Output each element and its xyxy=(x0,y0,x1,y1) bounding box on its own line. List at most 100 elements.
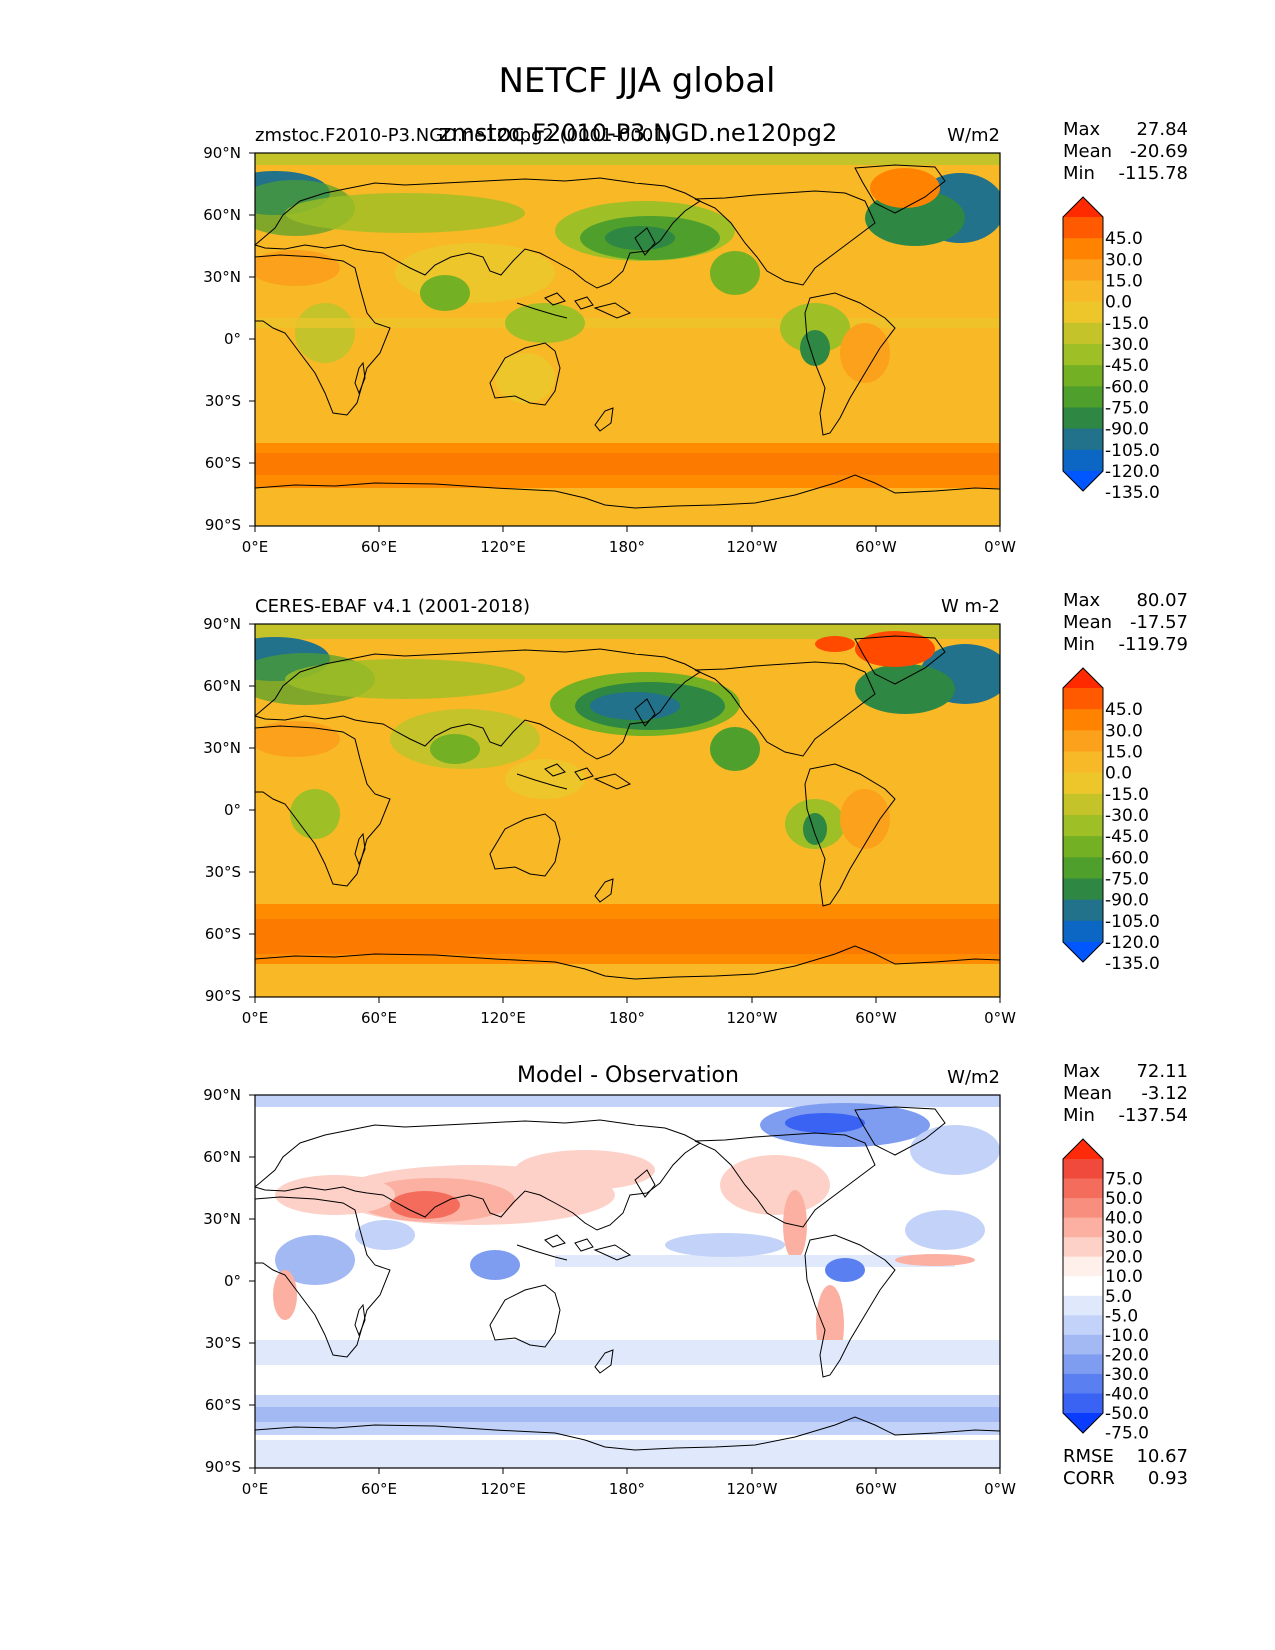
colorbar-segment xyxy=(1063,815,1103,837)
rmse-corr-block: RMSE 10.67 CORR 0.93 xyxy=(1063,1446,1188,1489)
colorbar-tick-label: -30.0 xyxy=(1105,1365,1149,1385)
lon-axis: 0°E 60°E 120°E 180° 120°W 60°W 0°W xyxy=(242,1480,1016,1498)
colorbar-tick-label: -10.0 xyxy=(1105,1326,1149,1346)
lat-tick: 30°N xyxy=(203,739,241,757)
stat-label: Min xyxy=(1063,163,1095,184)
colorbar-tick-label: 40.0 xyxy=(1105,1209,1143,1229)
colorbar-tick-label: -15.0 xyxy=(1105,785,1149,805)
map-obs xyxy=(255,624,1000,997)
colorbar-segment xyxy=(1063,1256,1103,1277)
lat-axis: 90°N 60°N 30°N 0° 30°S 60°S 90°S xyxy=(203,144,241,534)
panel-diff: Model - Observation W/m2 90°N 60°N 30°N … xyxy=(203,1061,1188,1498)
colorbar-tick-label: -20.0 xyxy=(1105,1345,1149,1365)
colorbar-segment xyxy=(1063,1354,1103,1375)
stat-value: -17.57 xyxy=(1130,612,1188,633)
stats-block: Max 72.11 Mean -3.12 Min -137.54 xyxy=(1063,1061,1188,1126)
stat-value: 27.84 xyxy=(1136,119,1188,140)
stat-label: Mean xyxy=(1063,612,1112,633)
panel-center-title: Model - Observation xyxy=(517,1063,739,1088)
stat-label: RMSE xyxy=(1063,1446,1114,1467)
colorbar-tick-label: -30.0 xyxy=(1105,335,1149,355)
colorbar-tick-label: 30.0 xyxy=(1105,1228,1143,1248)
colorbar-segment xyxy=(1063,772,1103,795)
colorbar-extend-max xyxy=(1063,1139,1103,1159)
lon-tick: 120°E xyxy=(480,538,526,556)
stat-label: Min xyxy=(1063,634,1095,655)
colorbar-tick-label: -135.0 xyxy=(1105,954,1160,974)
colorbar-tick-label: -75.0 xyxy=(1105,399,1149,419)
colorbar-tick-label: -45.0 xyxy=(1105,827,1149,847)
colorbar-segment xyxy=(1063,1198,1103,1219)
lon-tick: 120°W xyxy=(727,538,778,556)
colorbar-segment xyxy=(1063,428,1103,451)
colorbar-tick-label: 45.0 xyxy=(1105,700,1143,720)
lon-tick: 0°W xyxy=(984,1480,1016,1498)
lat-tick: 0° xyxy=(224,801,241,819)
colorbar-tick-label: 30.0 xyxy=(1105,721,1143,741)
colorbar-tick-label: -50.0 xyxy=(1105,1404,1149,1424)
panel-units: W m-2 xyxy=(941,596,1000,617)
lat-tick: 30°S xyxy=(205,863,241,881)
colorbar-tick-label: -5.0 xyxy=(1105,1306,1138,1326)
colorbar-segment xyxy=(1063,301,1103,324)
colorbar-segment xyxy=(1063,1373,1103,1394)
colorbar: 45.030.015.00.0-15.0-30.0-45.0-60.0-75.0… xyxy=(1062,196,1160,503)
colorbar-tick-label: 50.0 xyxy=(1105,1189,1143,1209)
tick-marks xyxy=(249,1094,1001,1474)
colorbar-segment xyxy=(1063,1334,1103,1355)
colorbar-extend-min xyxy=(1063,1413,1103,1433)
colorbar-segment xyxy=(1063,1159,1103,1180)
colorbar-extend-min xyxy=(1063,942,1103,962)
lon-tick: 0°W xyxy=(984,1009,1016,1027)
colorbar-segment xyxy=(1063,1217,1103,1238)
colorbar-segment xyxy=(1063,344,1103,366)
lon-tick: 0°E xyxy=(242,1480,269,1498)
tick-marks xyxy=(249,152,1001,532)
lat-tick: 60°N xyxy=(203,677,241,695)
colorbar-segment xyxy=(1063,688,1103,710)
lon-tick: 180° xyxy=(609,1009,645,1027)
lon-tick: 60°W xyxy=(855,1009,897,1027)
colorbar-tick-label: -105.0 xyxy=(1105,912,1160,932)
colorbar-tick-label: 15.0 xyxy=(1105,272,1143,292)
colorbar-outline xyxy=(1062,196,1104,492)
colorbar-segment xyxy=(1063,920,1103,943)
lat-tick: 90°S xyxy=(205,1458,241,1476)
lon-tick: 60°E xyxy=(361,1480,397,1498)
lat-tick: 30°N xyxy=(203,268,241,286)
map-model xyxy=(255,153,1000,526)
colorbar-segment xyxy=(1063,365,1103,387)
colorbar-segment xyxy=(1063,259,1103,281)
lat-axis: 90°N 60°N 30°N 0° 30°S 60°S 90°S xyxy=(203,1086,241,1476)
panel-units: W/m2 xyxy=(947,1067,1000,1088)
lon-tick: 120°E xyxy=(480,1480,526,1498)
lat-axis: 90°N 60°N 30°N 0° 30°S 60°S 90°S xyxy=(203,615,241,1005)
lat-tick: 0° xyxy=(224,330,241,348)
stat-label: Max xyxy=(1063,1061,1101,1082)
panel-left-title: zmstoc.F2010-P3.NGD.ne120pg2 (0001-0001) xyxy=(255,125,672,146)
lon-axis: 0°E 60°E 120°E 180° 120°W 60°W 0°W xyxy=(242,1009,1016,1027)
lat-tick: 60°N xyxy=(203,1148,241,1166)
colorbar-tick-label: 20.0 xyxy=(1105,1248,1143,1268)
colorbar-tick-label: 10.0 xyxy=(1105,1267,1143,1287)
lon-tick: 0°W xyxy=(984,538,1016,556)
colorbar-segment xyxy=(1063,322,1103,345)
colorbar-outline xyxy=(1062,1138,1104,1434)
colorbar-extend-max xyxy=(1063,197,1103,217)
lat-tick: 30°S xyxy=(205,392,241,410)
lat-tick: 90°N xyxy=(203,615,241,633)
lon-tick: 180° xyxy=(609,1480,645,1498)
stat-value: 10.67 xyxy=(1136,1446,1188,1467)
lon-tick: 0°E xyxy=(242,538,269,556)
colorbar-tick-label: -30.0 xyxy=(1105,806,1149,826)
colorbar-segment xyxy=(1063,899,1103,922)
colorbar-segment xyxy=(1063,280,1103,303)
panel-model: zmstoc.F2010-P3.NGD.ne120pg2 (0001-0001)… xyxy=(203,119,1188,556)
stat-value: -119.79 xyxy=(1119,634,1188,655)
stat-label: Min xyxy=(1063,1105,1095,1126)
stats-block: Max 27.84 Mean -20.69 Min -115.78 xyxy=(1063,119,1188,184)
lon-tick: 120°W xyxy=(727,1480,778,1498)
stat-value: -20.69 xyxy=(1130,141,1188,162)
stat-label: Max xyxy=(1063,590,1101,611)
stat-value: 80.07 xyxy=(1136,590,1188,611)
